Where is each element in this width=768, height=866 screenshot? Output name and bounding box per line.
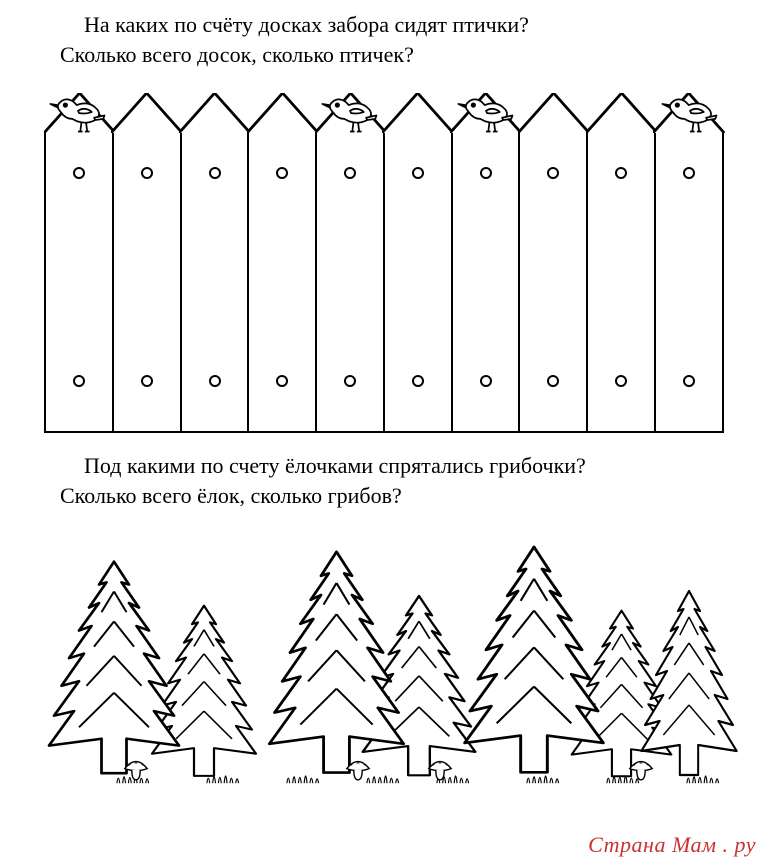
nail (480, 375, 492, 387)
q1-line2: Сколько всего досок, сколько птичек? (60, 42, 414, 67)
nail (209, 375, 221, 387)
grass-icon (524, 767, 560, 785)
mushroom-icon (344, 757, 372, 783)
bird-icon (456, 89, 516, 135)
tree-icon (259, 547, 414, 787)
nail (412, 167, 424, 179)
plank-tip (518, 93, 589, 133)
grass-icon (284, 767, 320, 785)
plank-tip (382, 93, 453, 133)
q2-line1: Под какими по счету ёлочками спрятались … (60, 451, 728, 481)
nail (615, 375, 627, 387)
grass-icon (684, 767, 720, 785)
nail (209, 167, 221, 179)
fence-plank (44, 133, 114, 431)
nail (344, 167, 356, 179)
mushroom-icon (122, 757, 150, 783)
fence-plank (586, 133, 656, 431)
q2-line2: Сколько всего ёлок, сколько грибов? (60, 483, 402, 508)
bird-icon (48, 89, 108, 135)
nail (547, 167, 559, 179)
question-1: На каких по счёту досках забора сидят пт… (0, 0, 768, 79)
fence-plank (180, 133, 250, 431)
q1-line1: На каких по счёту досках забора сидят пт… (60, 10, 728, 40)
fence (44, 133, 724, 433)
grass-icon (204, 767, 240, 785)
nail (412, 375, 424, 387)
plank-tip (179, 93, 250, 133)
fence-plank (247, 133, 317, 431)
nail (141, 167, 153, 179)
plank-tip (586, 93, 657, 133)
fence-plank (315, 133, 385, 431)
fence-plank (518, 133, 588, 431)
nail (615, 167, 627, 179)
plank-tip (111, 93, 182, 133)
nail (276, 167, 288, 179)
bird-icon (660, 89, 720, 135)
watermark: Страна Мам . ру (588, 832, 756, 858)
fence-plank (112, 133, 182, 431)
nail (73, 375, 85, 387)
fence-plank (654, 133, 724, 431)
nail (344, 375, 356, 387)
nail (683, 375, 695, 387)
trees-illustration (24, 527, 744, 787)
tree-icon (454, 542, 614, 787)
fence-illustration (44, 83, 724, 433)
fence-plank (451, 133, 521, 431)
question-2: Под какими по счету ёлочками спрятались … (0, 433, 768, 520)
nail (547, 375, 559, 387)
tree-icon (39, 557, 189, 787)
nail (276, 375, 288, 387)
mushroom-icon (627, 757, 655, 783)
nail (480, 167, 492, 179)
nail (141, 375, 153, 387)
nail (73, 167, 85, 179)
mushroom-icon (426, 757, 454, 783)
fence-plank (383, 133, 453, 431)
nail (683, 167, 695, 179)
plank-tip (247, 93, 318, 133)
bird-icon (320, 89, 380, 135)
